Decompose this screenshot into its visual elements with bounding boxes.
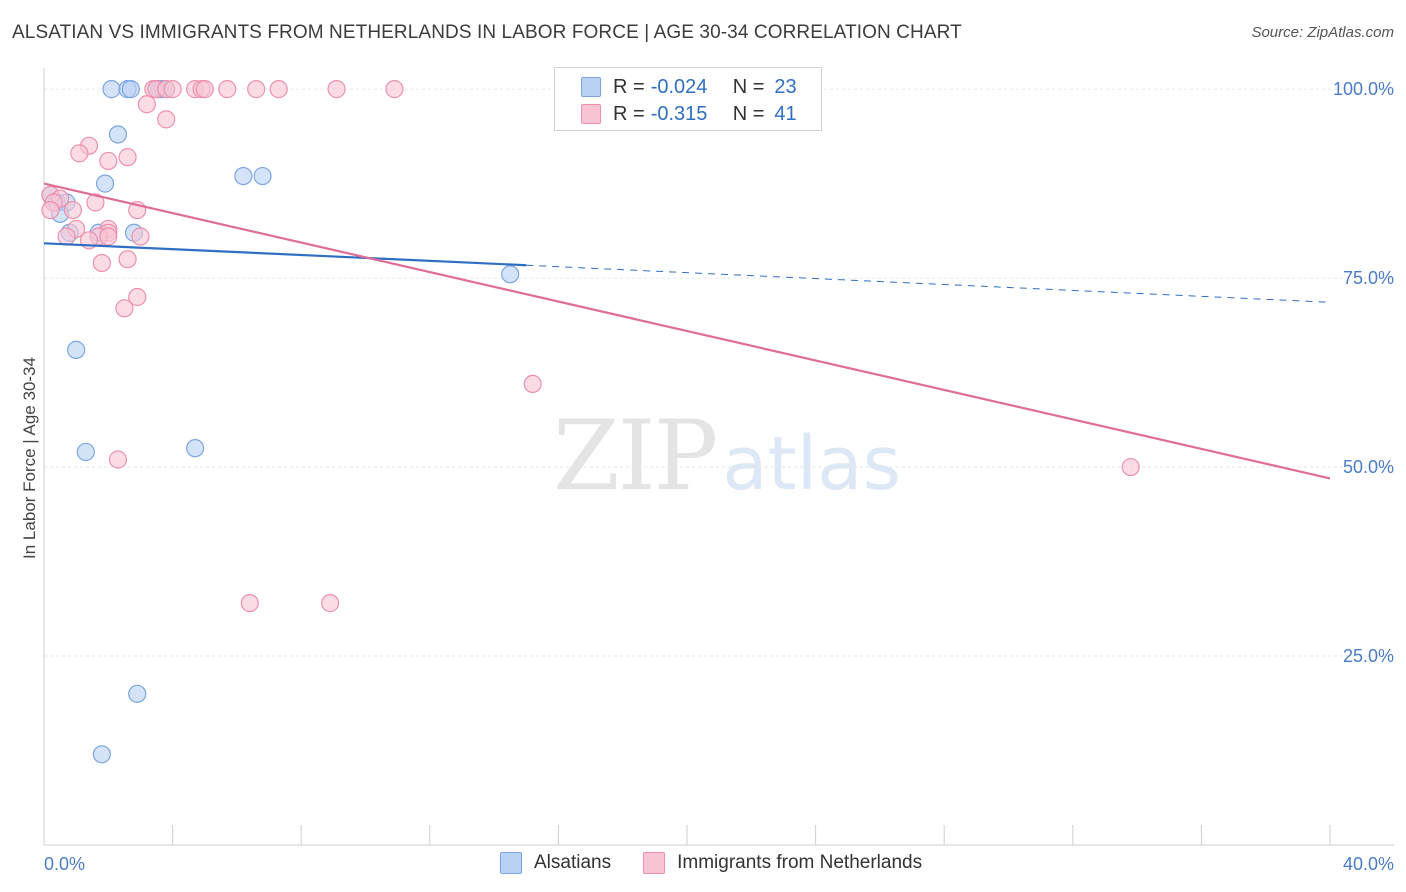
alsatians-point [128,684,147,703]
netherlands-point [86,193,105,212]
alsatians-legend-swatch [500,852,522,874]
y-tick-label: 25.0% [1343,646,1394,666]
netherlands-point [247,80,266,99]
netherlands-swatch [581,104,601,124]
netherlands-point [157,110,176,129]
netherlands-trendline [43,182,1331,480]
netherlands-point [92,253,111,273]
netherlands-point [195,80,214,99]
alsatians-point [108,125,128,144]
r-label: R = [613,102,645,125]
series-legend: Alsatians Immigrants from Netherlands [500,852,954,874]
alsatians-point [186,439,205,458]
n-value: 41 [774,102,797,125]
netherlands-point [523,374,542,394]
x-tick-label: 0.0% [44,854,85,874]
alsatians-swatch [581,77,601,97]
alsatians-trendline-extension [526,264,1331,303]
netherlands-point [118,148,137,167]
legend-label-netherlands: Immigrants from Netherlands [677,852,923,873]
netherlands-point [1121,457,1140,477]
legend-label-alsatians: Alsatians [534,852,612,873]
r-value: -0.024 [650,75,708,98]
alsatians-trendline [43,242,527,267]
legend-item-netherlands[interactable]: Immigrants from Netherlands [643,852,922,874]
netherlands-point [99,151,118,171]
alsatians-point [234,166,253,186]
alsatians-point [76,442,95,462]
netherlands-point [41,200,60,220]
netherlands-point [128,287,147,307]
alsatians-point [121,80,140,99]
stats-legend-row-netherlands: R = -0.315 N = 41 [581,101,797,127]
legend-item-alsatians[interactable]: Alsatians [500,852,611,874]
watermark-atlas: atlas [722,421,902,507]
netherlands-point [385,80,404,99]
netherlands-point [63,200,83,220]
netherlands-point [118,250,137,269]
alsatians-point [501,265,520,284]
netherlands-legend-swatch [643,852,666,874]
alsatians-point [253,166,272,186]
netherlands-point [218,80,237,99]
netherlands-point [327,80,346,99]
netherlands-point [163,80,182,99]
alsatians-point [102,80,121,99]
netherlands-point [269,80,288,99]
alsatians-point [67,340,86,359]
r-label: R = [613,75,645,98]
netherlands-point [108,450,128,469]
netherlands-point [321,594,340,613]
y-tick-label: 75.0% [1343,268,1394,288]
netherlands-point [137,95,156,114]
netherlands-point [99,227,118,246]
chart-title: ALSATIAN VS IMMIGRANTS FROM NETHERLANDS … [12,22,962,43]
netherlands-point [57,227,76,246]
stats-legend-row-alsatians: R = -0.024 N = 23 [581,74,797,100]
y-axis-label: In Labor Force | Age 30-34 [20,357,39,559]
y-tick-label: 50.0% [1343,457,1394,477]
netherlands-point [240,594,259,613]
netherlands-point [115,299,134,318]
n-value: 23 [774,75,797,98]
netherlands-point [131,227,150,246]
watermark: ZIPatlas [553,400,901,512]
n-label: N = [732,75,765,98]
r-value: -0.315 [650,102,708,125]
alsatians-point [95,174,115,193]
alsatians-point [92,745,111,764]
n-label: N = [732,102,765,125]
source-label: Source: ZipAtlas.com [1251,24,1394,41]
watermark-zip: ZIP [553,400,718,512]
x-tick-label: 40.0% [1343,854,1394,874]
stats-legend: R = -0.024 N = 23 R = -0.315 N = 41 [554,67,822,131]
y-tick-label: 100.0% [1333,79,1394,99]
netherlands-point [70,144,89,163]
